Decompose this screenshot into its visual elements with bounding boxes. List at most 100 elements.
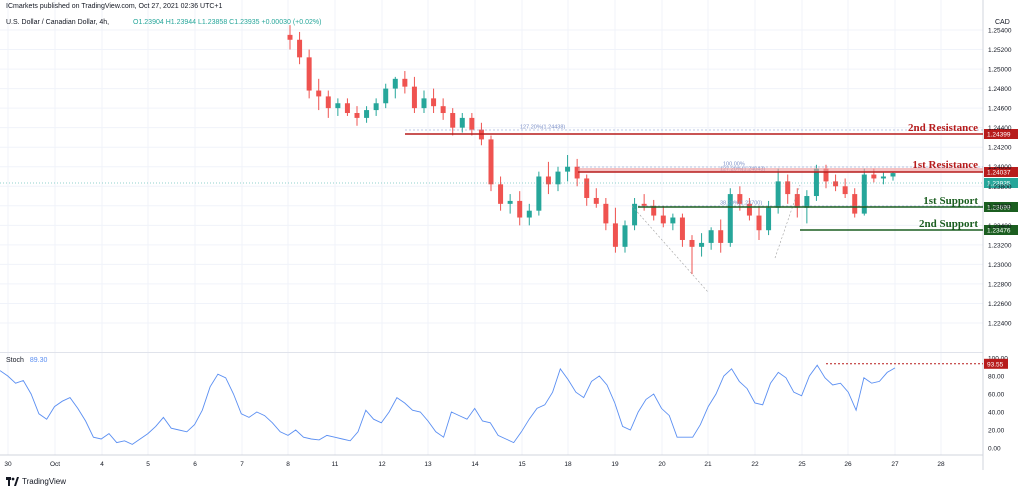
candle: [392, 76, 398, 99]
level-price-tag: [984, 167, 1018, 177]
stoch-title: Stoch: [6, 357, 24, 364]
time-tick-label: 5: [146, 461, 150, 468]
candle: [431, 88, 437, 114]
time-tick-label: 4: [100, 461, 104, 468]
candle: [373, 98, 379, 116]
candle: [689, 235, 695, 275]
stoch-tick-label: 0.00: [988, 446, 1001, 453]
footer-brand: TradingView: [6, 477, 66, 486]
candle: [526, 203, 532, 226]
candle: [679, 213, 685, 247]
resistance-zone: [578, 168, 983, 172]
time-tick-label: 21: [704, 461, 712, 468]
stoch-value: 89.30: [29, 357, 48, 364]
candle: [756, 205, 762, 240]
price-tick-label: 1.22400: [988, 321, 1012, 328]
candle: [344, 98, 350, 116]
time-tick-label: 18: [564, 461, 572, 468]
stoch-tick-label: 60.00: [988, 392, 1005, 399]
symbol-title[interactable]: U.S. Dollar / Canadian Dollar, 4h,: [6, 19, 110, 26]
candle: [316, 78, 322, 111]
candle: [364, 106, 370, 123]
currency-label: CAD: [995, 19, 1010, 26]
time-tick-label: 28: [937, 461, 945, 468]
price-tick-label: 1.23600: [988, 203, 1012, 210]
level-label: 2nd Resistance: [908, 122, 978, 134]
time-tick-label: 6: [193, 461, 197, 468]
price-axis: 1.25400 1.25200 1.25000 1.24800 1.24600 1.244…: [988, 28, 1012, 328]
ohlc-change: +0.00030 (+0.02%): [261, 19, 322, 26]
ohlc-readout: O1.23904 H1.23944 L1.23858 C1.23935 +0.0…: [133, 19, 321, 26]
candle: [574, 158, 580, 187]
stoch-tick-label: 80.00: [988, 374, 1005, 381]
candle: [746, 197, 752, 221]
time-tick-label: Oct: [50, 461, 60, 468]
level-price-tag-text: 1.23699: [987, 205, 1011, 212]
candle: [593, 188, 599, 208]
time-axis: 30 Oct 4 5 6 7 8 11 12 13 14 15 18 19 20 21 22 25 26 27 28: [4, 461, 945, 468]
price-tick-label: 1.24200: [988, 145, 1012, 152]
candle: [354, 106, 360, 126]
price-tick-label: 1.25200: [988, 47, 1012, 54]
fib-trend-line: [631, 205, 709, 293]
time-tick-label: 12: [378, 461, 386, 468]
candlesticks: [287, 25, 896, 275]
fib-label: 127.20%(1.24438): [520, 125, 565, 131]
ohlc-close: C1.23935: [229, 19, 260, 26]
candle: [383, 83, 389, 109]
time-tick-label: 11: [332, 461, 339, 468]
candle: [708, 227, 714, 250]
price-tick-label: 1.23200: [988, 242, 1012, 249]
candle: [517, 191, 523, 226]
price-tick-label: 1.24600: [988, 106, 1012, 113]
candle: [335, 98, 341, 116]
candle: [861, 168, 867, 216]
candle: [555, 166, 561, 192]
candle: [833, 174, 839, 192]
tradingview-logo-icon: [6, 477, 19, 486]
current-price-tag: [984, 178, 1018, 188]
price-tick-label: 1.25000: [988, 67, 1012, 74]
candle: [440, 98, 446, 120]
candle: [536, 171, 542, 216]
price-tick-label: 1.22600: [988, 301, 1012, 308]
level-label: 1st Support: [923, 195, 978, 207]
ohlc-high: H1.23944: [165, 19, 197, 26]
time-tick-label: 20: [658, 461, 666, 468]
candle: [402, 71, 408, 94]
candle: [507, 194, 513, 214]
time-tick-label: 14: [471, 461, 479, 468]
candle: [651, 199, 657, 221]
candle: [842, 178, 848, 198]
candle: [852, 188, 858, 218]
candle: [699, 233, 705, 257]
time-tick-label: 27: [891, 461, 899, 468]
level-label: 1st Resistance: [912, 159, 978, 171]
price-tick-label: 1.23400: [988, 223, 1012, 230]
stoch-line: [0, 364, 896, 445]
price-tick-label: 1.24000: [988, 164, 1012, 171]
fib-trend-line: [774, 184, 801, 259]
candle: [459, 113, 465, 133]
candle: [785, 174, 791, 204]
candle: [488, 135, 494, 192]
level-label: 2nd Support: [919, 218, 978, 230]
stoch-tag-text: 93.55: [987, 361, 1004, 368]
fib-label: 100.00%: [723, 162, 745, 168]
grid: [0, 0, 983, 455]
level-price-tag-text: 1.24399: [987, 132, 1011, 139]
candle: [565, 155, 571, 182]
candle: [287, 25, 293, 50]
candle: [306, 49, 312, 99]
level-price-tag-text: 1.24037: [987, 170, 1011, 177]
candle: [297, 31, 303, 65]
candle: [584, 174, 590, 206]
stoch-legend[interactable]: Stoch 89.30: [6, 357, 47, 364]
sr-levels: 2nd Resistance 1.24399 1st Resistance 1.240…: [0, 122, 1018, 235]
pane-divider: [0, 352, 983, 353]
stoch-tick-label: 40.00: [988, 410, 1005, 417]
price-tick-label: 1.24400: [988, 125, 1012, 132]
candle: [632, 197, 638, 231]
price-tick-label: 1.23000: [988, 262, 1012, 269]
